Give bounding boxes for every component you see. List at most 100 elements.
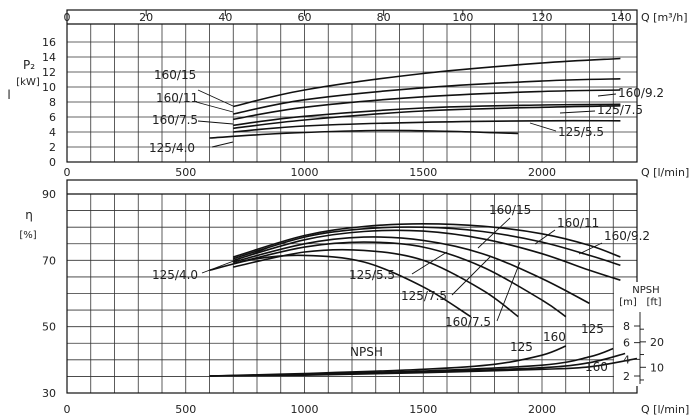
npsh-scale-unit-m: [m]	[619, 297, 637, 308]
efficiency-label-leader	[451, 255, 492, 296]
y-tick-label-power: 10	[42, 81, 56, 94]
npsh-curve-label: NPSH	[350, 345, 383, 359]
efficiency-curve-4	[233, 241, 567, 318]
series-curves	[209, 57, 638, 377]
y-tick-label-power: 4	[49, 126, 56, 139]
x-axis-tick-label-efficiency: 0	[64, 403, 71, 416]
power-curve-1	[233, 78, 621, 115]
efficiency-series-label: 160/15	[489, 203, 531, 217]
plot-frames	[66, 9, 668, 394]
top-axis-tick-label: 120	[532, 11, 553, 24]
npsh-m-tick-label: 8	[623, 320, 630, 333]
x-axis-label-efficiency: Q [l/min]	[641, 403, 689, 416]
efficiency-series-label: 160/9.2	[604, 229, 650, 243]
top-axis-tick-label: 140	[611, 11, 632, 24]
npsh-scale-unit-ft: [ft]	[646, 297, 661, 308]
y-tick-label-power: 14	[42, 51, 56, 64]
y-tick-label-power: 12	[42, 66, 56, 79]
power-label-leader	[197, 120, 234, 125]
x-axis-tick-label-power: 500	[175, 166, 196, 179]
efficiency-label-leader	[411, 251, 448, 275]
power-curve-4	[233, 105, 621, 130]
power-label-leader	[597, 93, 617, 97]
power-label-leader	[195, 101, 234, 113]
x-axis-tick-label-power: 0	[64, 166, 71, 179]
npsh-m-tick-label: 2	[623, 370, 630, 383]
npsh-m-tick-label: 6	[623, 337, 630, 350]
efficiency-curve-6	[209, 254, 472, 318]
power-series-label: 160/9.2	[618, 86, 664, 100]
x-axis-tick-label-power: 1500	[409, 166, 437, 179]
y-axis-label-power: P₂	[23, 58, 35, 72]
y-tick-label-power: 2	[49, 141, 56, 154]
power-curve-5	[233, 119, 621, 133]
npsh-series-label: 125	[581, 322, 604, 336]
efficiency-series-label: 160/11	[557, 216, 599, 230]
x-axis-tick-label-efficiency: 2000	[528, 403, 556, 416]
efficiency-curve-5	[233, 248, 519, 318]
efficiency-series-label: 125/5.5	[349, 268, 395, 282]
top-axis-label: Q [m³/h]	[641, 11, 688, 24]
top-axis-tick-label: 100	[452, 11, 473, 24]
chart-text: 0 20 40 60 80 100 120 140 Q [m³/h]00500500100010…	[7, 11, 689, 416]
y-axis-unit-power: [kW]	[16, 77, 40, 88]
power-series-label: 125/7.5	[597, 103, 643, 117]
power-series-label: 160/7.5	[152, 113, 198, 127]
y-tick-label-efficiency: 50	[42, 321, 56, 334]
top-axis-tick-label: 0	[64, 11, 71, 24]
x-axis-tick-label-efficiency: 1000	[291, 403, 319, 416]
power-curve-0	[233, 57, 621, 108]
power-label-leader	[197, 89, 234, 107]
efficiency-series-label: 125/7.5	[401, 289, 447, 303]
npsh-series-label: 125	[510, 340, 533, 354]
power-series-label: 125/4.0	[149, 141, 195, 155]
efficiency-series-label: 160/7.5	[445, 315, 491, 329]
efficiency-label-leader	[534, 229, 556, 245]
x-axis-label-power: Q [l/min]	[641, 166, 689, 179]
y-tick-label-efficiency: 90	[42, 188, 56, 201]
top-axis-tick-label: 80	[377, 11, 391, 24]
y-tick-label-power: 16	[42, 36, 56, 49]
efficiency-series-label: 125/4.0	[152, 268, 198, 282]
power-label-leader	[529, 122, 557, 132]
npsh-ft-tick-label: 20	[650, 336, 664, 349]
efficiency-label-leader	[578, 242, 603, 255]
power-panel-frame	[66, 9, 638, 163]
y-tick-label-efficiency: 30	[42, 387, 56, 400]
power-side-mark: l	[7, 88, 10, 102]
efficiency-curve-2	[233, 229, 621, 281]
efficiency-curve-3	[233, 236, 590, 305]
x-axis-tick-label-efficiency: 1500	[409, 403, 437, 416]
y-tick-label-efficiency: 70	[42, 254, 56, 267]
y-tick-label-power: 0	[49, 156, 56, 169]
power-label-leader	[559, 110, 596, 114]
efficiency-curve-0	[233, 222, 621, 258]
power-curve-6	[209, 129, 519, 139]
efficiency-curve-1	[233, 226, 621, 267]
efficiency-label-leader	[496, 261, 521, 322]
power-curve-3	[233, 103, 621, 127]
npsh-series-label: 160	[585, 360, 608, 374]
power-series-label: 160/15	[154, 68, 196, 82]
x-axis-tick-label-power: 2000	[528, 166, 556, 179]
top-axis-tick-label: 60	[298, 11, 312, 24]
npsh-m-tick-label: 4	[623, 353, 630, 366]
npsh-scale-title: NPSH	[632, 285, 659, 296]
y-tick-label-power: 8	[49, 96, 56, 109]
efficiency-label-leader	[477, 217, 511, 249]
y-tick-label-power: 6	[49, 111, 56, 124]
power-curve-2	[233, 89, 621, 121]
power-series-label: 160/11	[156, 91, 198, 105]
x-axis-tick-label-efficiency: 500	[175, 403, 196, 416]
x-axis-tick-label-power: 1000	[291, 166, 319, 179]
npsh-curve-3	[209, 357, 638, 377]
label-leader-lines	[195, 89, 617, 322]
npsh-ft-tick-label: 10	[650, 361, 664, 374]
power-series-label: 125/5.5	[558, 125, 604, 139]
power-label-leader	[211, 141, 234, 148]
npsh-scale-background	[614, 282, 668, 386]
y-axis-label-efficiency: η	[25, 208, 33, 222]
top-axis-tick-label: 40	[218, 11, 232, 24]
efficiency-label-leader	[201, 247, 269, 274]
